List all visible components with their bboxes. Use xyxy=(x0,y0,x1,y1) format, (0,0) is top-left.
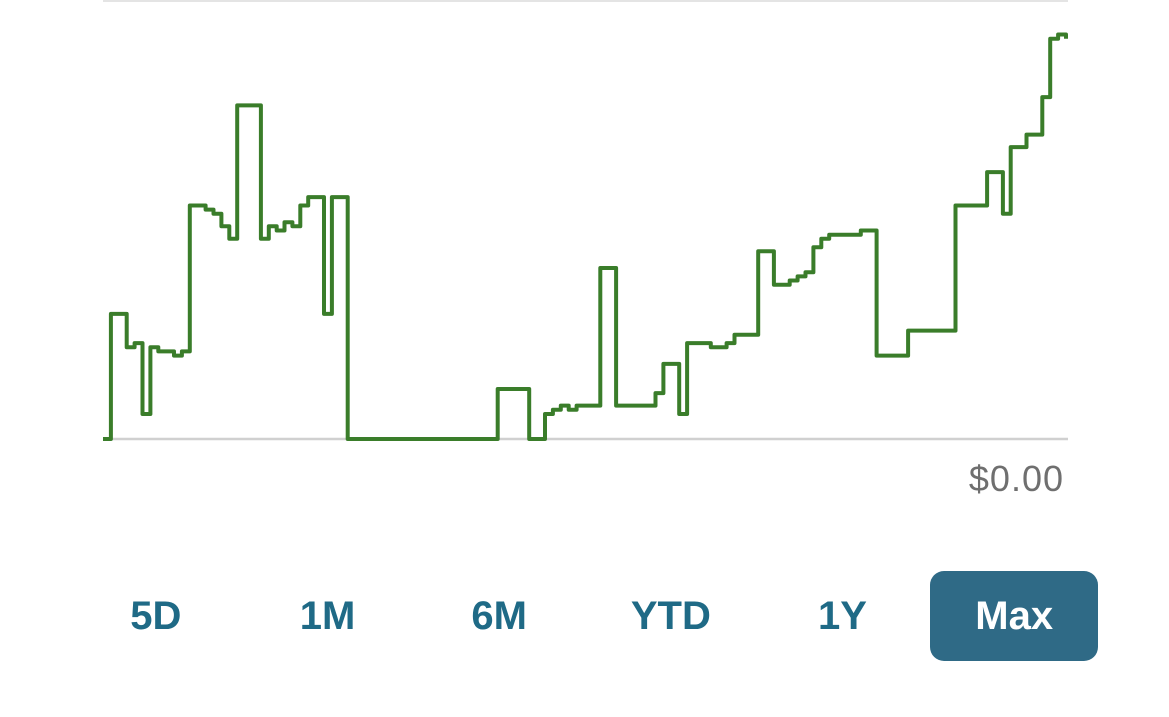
range-1m-button[interactable]: 1M xyxy=(299,593,356,638)
range-max-button[interactable]: Max xyxy=(930,571,1099,661)
price-chart xyxy=(103,0,1068,441)
series-layer xyxy=(103,32,1068,441)
time-range-selector: 5D 1M 6M YTD 1Y Max xyxy=(70,571,1100,661)
baseline-value-label: $0.00 xyxy=(968,458,1064,499)
range-1y-button[interactable]: 1Y xyxy=(818,593,867,638)
price-series-line-0 xyxy=(103,32,1068,441)
range-ytd-button[interactable]: YTD xyxy=(630,593,711,638)
range-5d-button[interactable]: 5D xyxy=(130,593,182,638)
range-6m-button[interactable]: 6M xyxy=(471,593,527,638)
